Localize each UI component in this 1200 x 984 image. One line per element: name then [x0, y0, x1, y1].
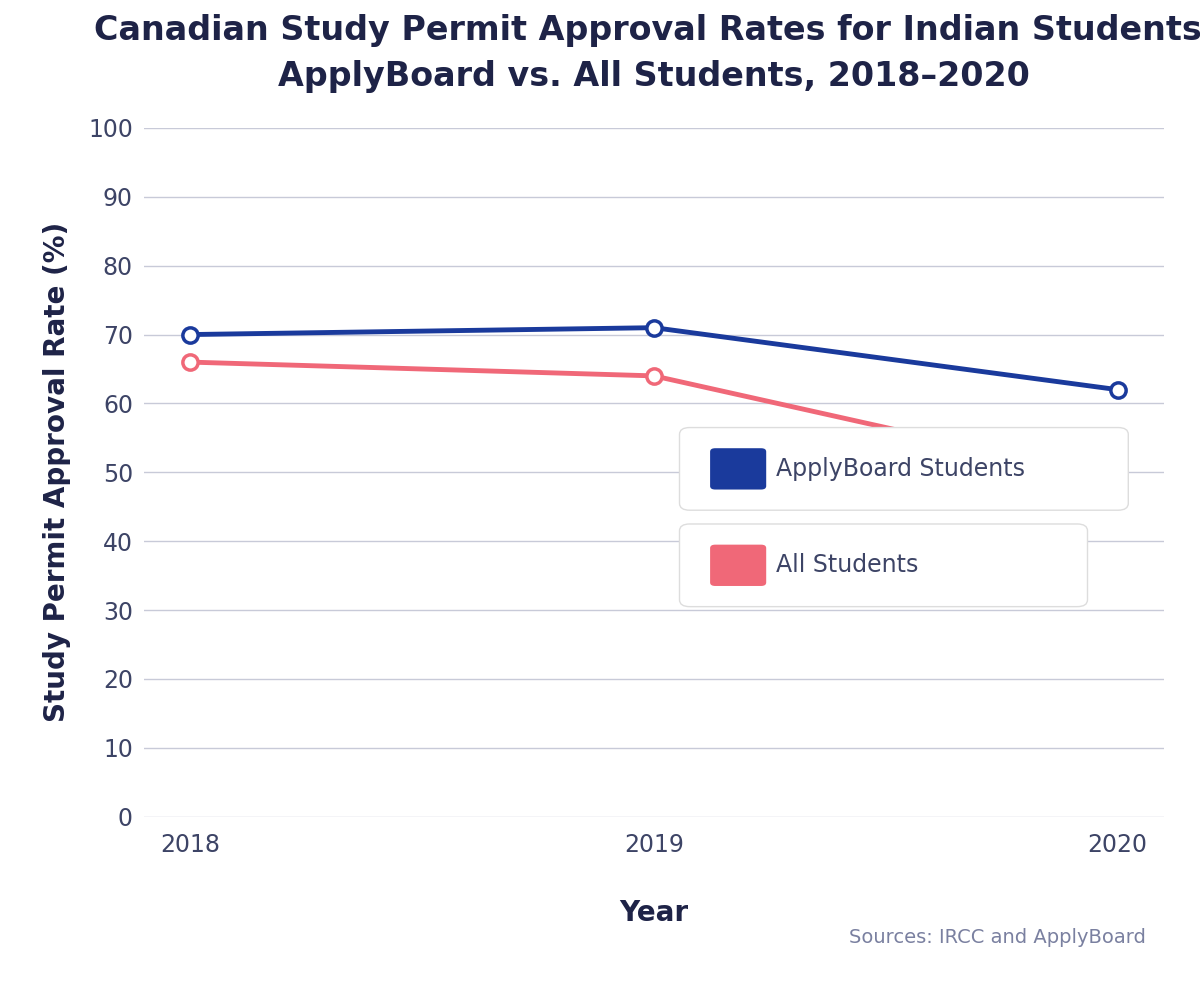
Y-axis label: Study Permit Approval Rate (%): Study Permit Approval Rate (%): [43, 222, 71, 722]
FancyBboxPatch shape: [679, 523, 1087, 606]
Text: All Students: All Students: [776, 553, 919, 578]
FancyBboxPatch shape: [679, 427, 1128, 510]
Text: Sources: IRCC and ApplyBoard: Sources: IRCC and ApplyBoard: [850, 928, 1146, 947]
FancyBboxPatch shape: [710, 544, 767, 585]
Title: Canadian Study Permit Approval Rates for Indian Students,
ApplyBoard vs. All Stu: Canadian Study Permit Approval Rates for…: [94, 14, 1200, 93]
Text: ApplyBoard Students: ApplyBoard Students: [776, 457, 1026, 481]
FancyBboxPatch shape: [710, 448, 767, 489]
X-axis label: Year: Year: [619, 899, 689, 927]
